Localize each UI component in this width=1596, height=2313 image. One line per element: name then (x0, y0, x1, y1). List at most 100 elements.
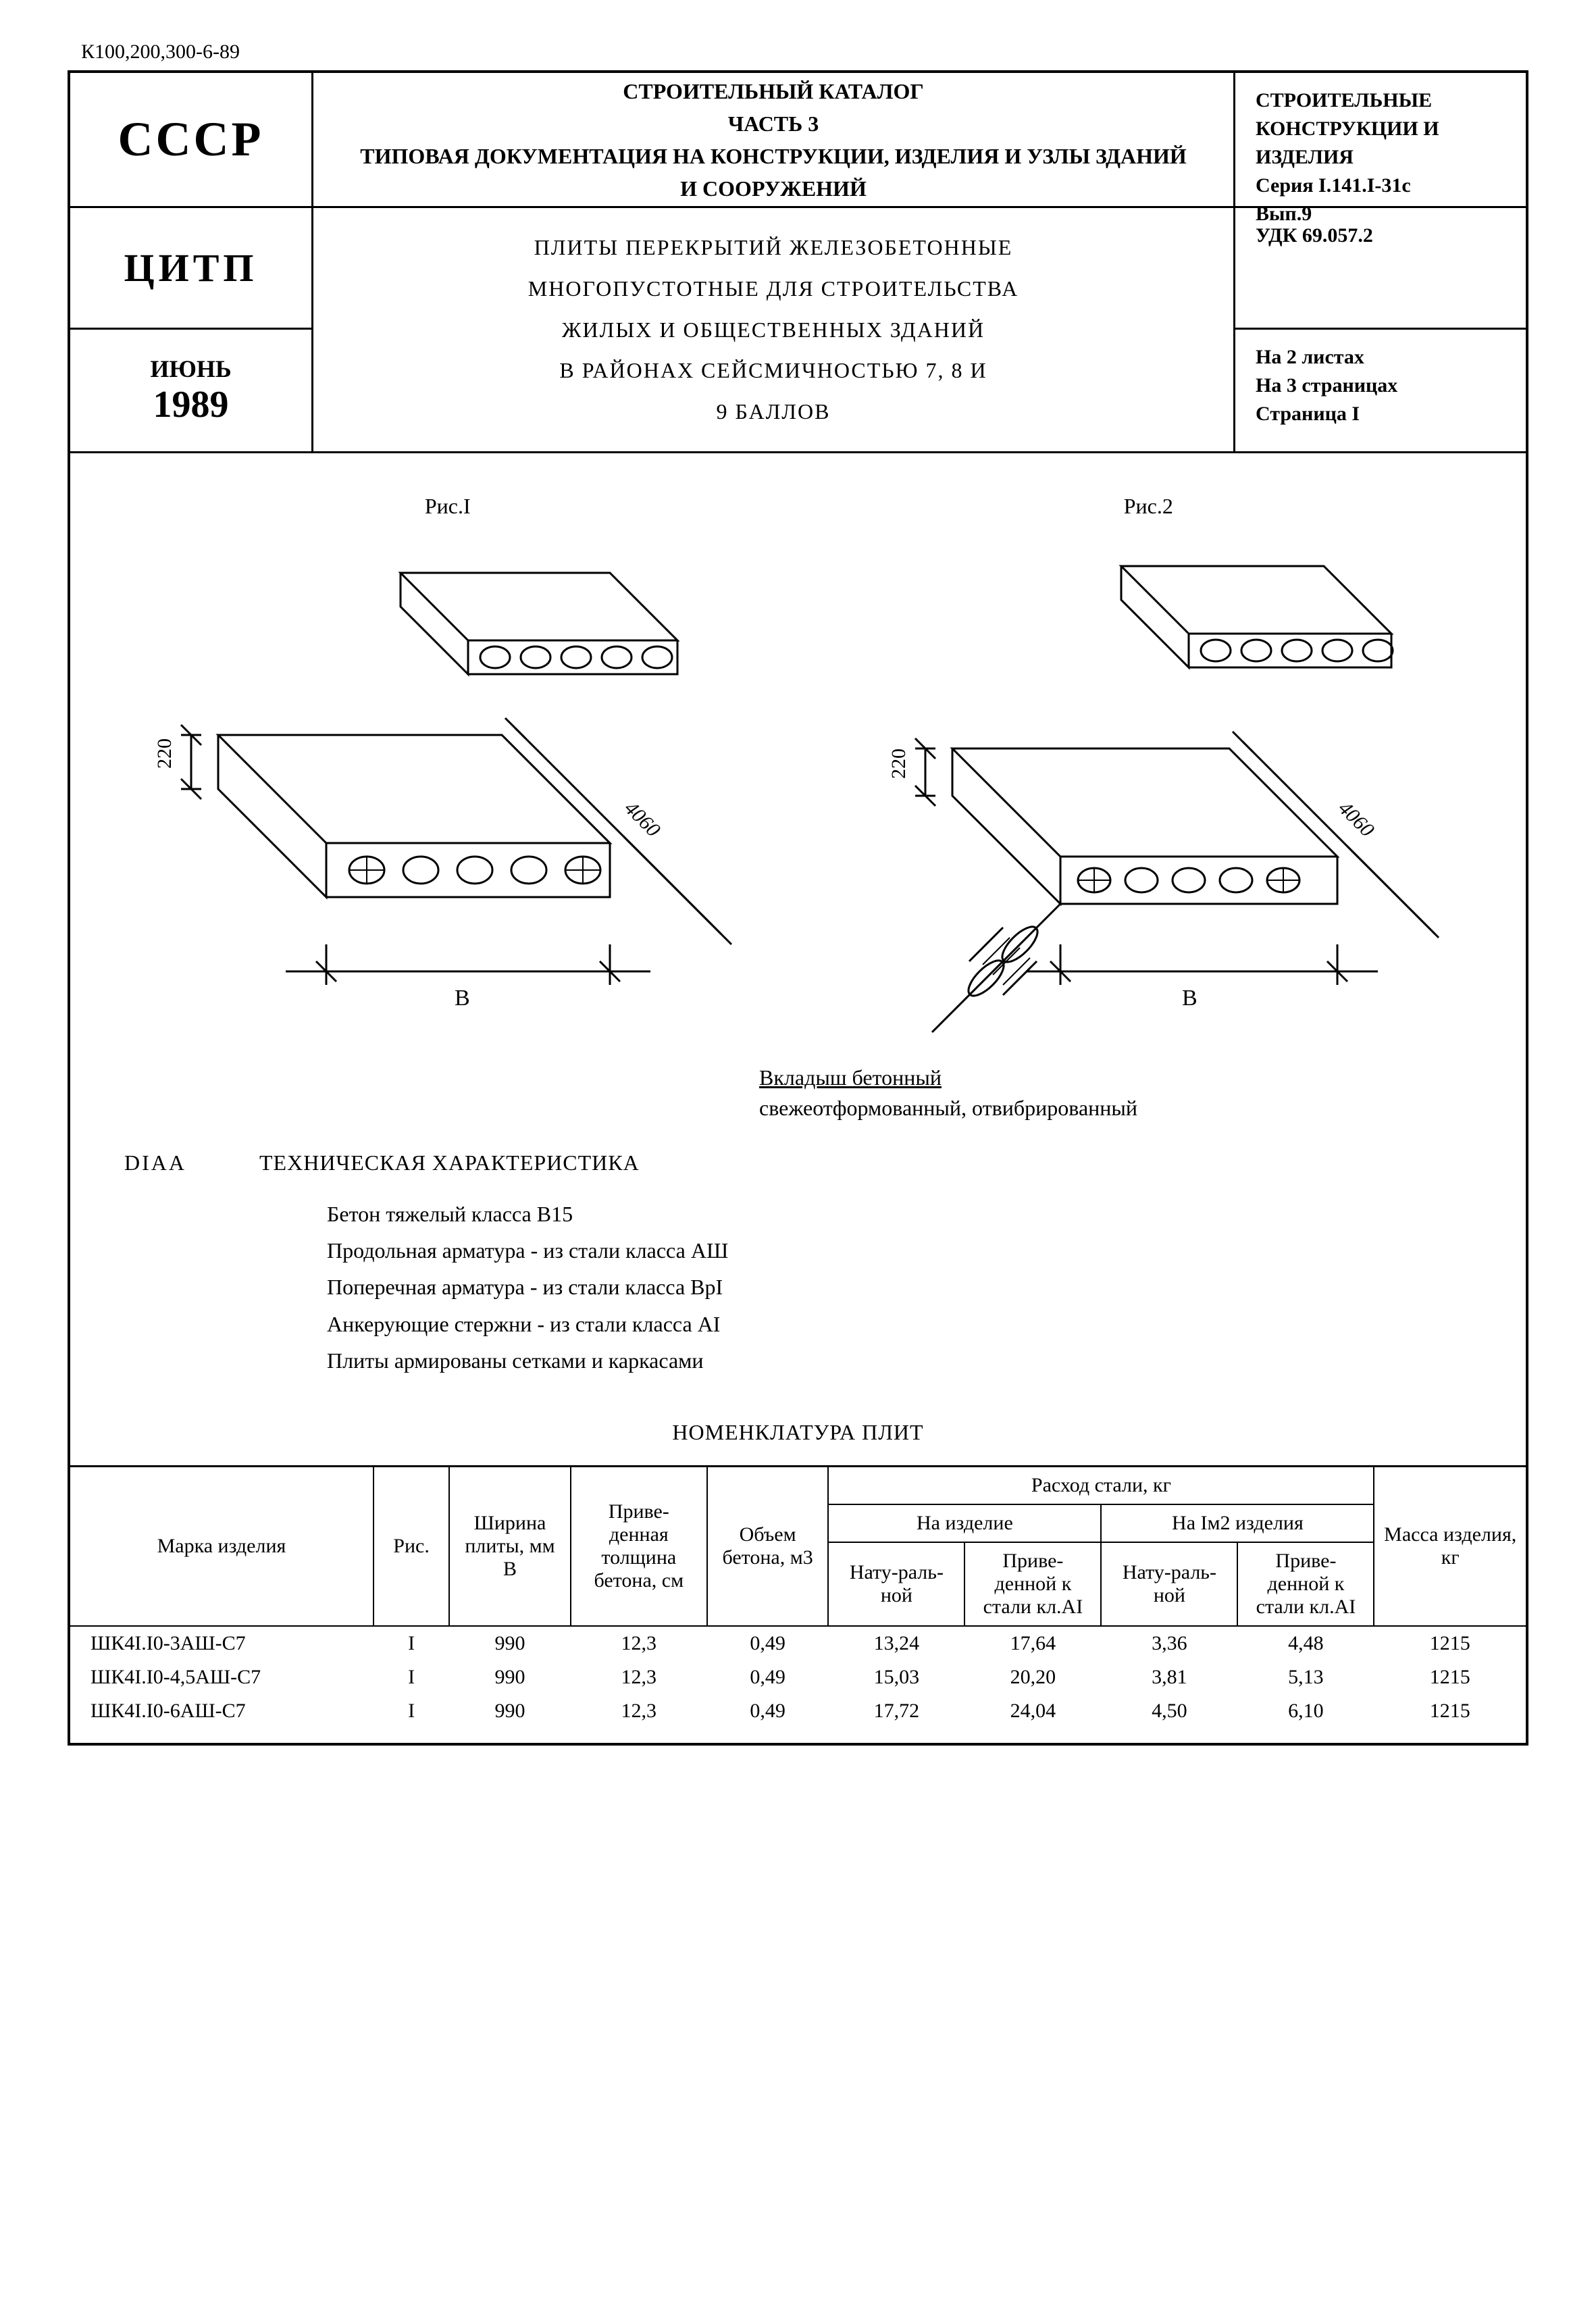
subject-line: МНОГОПУСТОТНЫЕ ДЛЯ СТРОИТЕЛЬСТВА (528, 276, 1019, 301)
pages-line: Страница I (1256, 403, 1360, 425)
header-left-column: СССР ЦИТП ИЮНЬ 1989 (70, 73, 313, 451)
figure-2: Рис.2 (851, 494, 1445, 1056)
col-reduced: Приве-денной к стали кл.АI (1237, 1542, 1374, 1626)
pages-line: На 2 листах (1256, 346, 1364, 368)
tech-code: DIAA (124, 1150, 259, 1175)
catalog-line: ТИПОВАЯ ДОКУМЕНТАЦИЯ НА КОНСТРУКЦИИ, ИЗД… (360, 144, 1187, 201)
tech-line: Продольная арматура - из стали класса АШ (327, 1232, 1499, 1269)
tech-list: Бетон тяжелый класса В15 Продольная арма… (327, 1196, 1499, 1379)
issue-year: 1989 (153, 383, 229, 426)
cell-r2: 5,13 (1237, 1660, 1374, 1694)
col-width-label: Ширина плиты, мм (465, 1512, 555, 1557)
dim-length-text: 4060 (620, 797, 665, 842)
col-thickness: Приве-денная толщина бетона, см (571, 1466, 707, 1626)
body-block: Рис.I (70, 451, 1526, 1743)
tech-title: ТЕХНИЧЕСКАЯ ХАРАКТЕРИСТИКА (259, 1150, 640, 1175)
cell-fig: I (374, 1660, 449, 1694)
cell-thk: 12,3 (571, 1626, 707, 1660)
cell-mass: 1215 (1374, 1660, 1526, 1694)
cell-n1: 15,03 (828, 1660, 964, 1694)
dim-width-text: В (1182, 986, 1198, 1011)
figures-row: Рис.I (97, 494, 1499, 1056)
cell-n1: 13,24 (828, 1626, 964, 1660)
insert-note: Вкладыш бетонный свежеотформованный, отв… (759, 1063, 1499, 1123)
cell-fig: I (374, 1694, 449, 1743)
col-fig: Рис. (374, 1466, 449, 1626)
subject-line: ЖИЛЫХ И ОБЩЕСТВЕННЫХ ЗДАНИЙ (562, 317, 985, 342)
tech-line: Поперечная арматура - из стали класса Вр… (327, 1269, 1499, 1305)
cell-n2: 3,81 (1101, 1660, 1237, 1694)
col-width-symbol: В (503, 1558, 517, 1580)
cell-width: 990 (449, 1626, 571, 1660)
catalog-line: ЧАСТЬ 3 (728, 111, 819, 136)
tech-header-row: DIAA ТЕХНИЧЕСКАЯ ХАРАКТЕРИСТИКА (124, 1150, 1499, 1175)
header-mid-column: СТРОИТЕЛЬНЫЙ КАТАЛОГ ЧАСТЬ 3 ТИПОВАЯ ДОК… (313, 73, 1235, 451)
udk-cell: УДК 69.057.2 (1235, 208, 1526, 330)
cell-n1: 17,72 (828, 1694, 964, 1743)
col-per-item: На изделие (828, 1504, 1101, 1542)
series-line: ИЗДЕЛИЯ (1256, 146, 1354, 168)
issue-date: ИЮНЬ 1989 (70, 330, 311, 451)
series-line: СТРОИТЕЛЬНЫЕ (1256, 89, 1432, 111)
table-head: Марка изделия Рис. Ширина плиты, мм В Пр… (70, 1466, 1526, 1626)
table-body: ШК4I.I0-3АШ-С7 I 990 12,3 0,49 13,24 17,… (70, 1626, 1526, 1743)
col-mass: Масса изделия, кг (1374, 1466, 1526, 1626)
cell-mark: ШК4I.I0-4,5АШ-С7 (70, 1660, 374, 1694)
dim-length-text: 4060 (1334, 797, 1379, 842)
catalog-line: СТРОИТЕЛЬНЫЙ КАТАЛОГ (623, 79, 924, 103)
cell-n2: 3,36 (1101, 1626, 1237, 1660)
cell-r2: 4,48 (1237, 1626, 1374, 1660)
table-row: ШК4I.I0-6АШ-С7 I 990 12,3 0,49 17,72 24,… (70, 1694, 1526, 1743)
dim-height-text: 220 (153, 738, 176, 769)
cell-r1: 17,64 (964, 1626, 1101, 1660)
dim-height-text: 220 (887, 748, 910, 779)
pages-line: На 3 страницах (1256, 374, 1397, 397)
cell-vol: 0,49 (707, 1660, 829, 1694)
table-row: ШК4I.I0-4,5АШ-С7 I 990 12,3 0,49 15,03 2… (70, 1660, 1526, 1694)
col-per-m2: На Iм2 изделия (1101, 1504, 1374, 1542)
cell-width: 990 (449, 1694, 571, 1743)
cell-vol: 0,49 (707, 1626, 829, 1660)
org-label: ЦИТП (70, 208, 311, 330)
figure-1: Рис.I (151, 494, 745, 1056)
document-frame: СССР ЦИТП ИЮНЬ 1989 СТРОИТЕЛЬНЫЙ КАТАЛОГ… (68, 70, 1528, 1746)
slab-diagram-icon: 220 4060 В (151, 526, 745, 1052)
col-mark: Марка изделия (70, 1466, 374, 1626)
insert-label: Вкладыш бетонный (759, 1065, 942, 1090)
cell-mark: ШК4I.I0-6АШ-С7 (70, 1694, 374, 1743)
nomenclature-title: НОМЕНКЛАТУРА ПЛИТ (97, 1420, 1499, 1445)
cell-fig: I (374, 1626, 449, 1660)
cell-mass: 1215 (1374, 1694, 1526, 1743)
document-code: К100,200,300-6-89 (81, 41, 1528, 63)
cell-width: 990 (449, 1660, 571, 1694)
table-row: ШК4I.I0-3АШ-С7 I 990 12,3 0,49 13,24 17,… (70, 1626, 1526, 1660)
tech-line: Плиты армированы сетками и каркасами (327, 1342, 1499, 1379)
figure-label: Рис.2 (851, 494, 1445, 519)
cell-r1: 20,20 (964, 1660, 1101, 1694)
ussr-label: СССР (70, 73, 311, 208)
subject-line: ПЛИТЫ ПЕРЕКРЫТИЙ ЖЕЛЕЗОБЕТОННЫЕ (534, 235, 1013, 259)
header-block: СССР ЦИТП ИЮНЬ 1989 СТРОИТЕЛЬНЫЙ КАТАЛОГ… (70, 73, 1526, 451)
cell-mass: 1215 (1374, 1626, 1526, 1660)
col-volume: Объем бетона, м3 (707, 1466, 829, 1626)
slab-diagram-icon: 220 4060 В (851, 526, 1445, 1052)
tech-line: Анкерующие стержни - из стали класса АI (327, 1306, 1499, 1342)
col-steel-group: Расход стали, кг (828, 1466, 1374, 1504)
figure-label: Рис.I (151, 494, 745, 519)
series-line: Серия I.141.I-31с (1256, 174, 1411, 197)
tech-line: Бетон тяжелый класса В15 (327, 1196, 1499, 1232)
subject-title: ПЛИТЫ ПЕРЕКРЫТИЙ ЖЕЛЕЗОБЕТОННЫЕ МНОГОПУС… (313, 208, 1233, 451)
col-natural: Нату-раль-ной (828, 1542, 964, 1626)
issue-month: ИЮНЬ (150, 355, 231, 383)
insert-sub: свежеотформованный, отвибрированный (759, 1096, 1137, 1120)
header-right-column: СТРОИТЕЛЬНЫЕ КОНСТРУКЦИИ И ИЗДЕЛИЯ Серия… (1235, 73, 1526, 451)
col-reduced: Приве-денной к стали кл.АI (964, 1542, 1101, 1626)
subject-line: 9 БАЛЛОВ (717, 399, 831, 424)
cell-mark: ШК4I.I0-3АШ-С7 (70, 1626, 374, 1660)
subject-line: В РАЙОНАХ СЕЙСМИЧНОСТЬЮ 7, 8 И (559, 358, 987, 382)
pages-cell: На 2 листах На 3 страницах Страница I (1235, 330, 1526, 451)
cell-thk: 12,3 (571, 1660, 707, 1694)
series-line: КОНСТРУКЦИИ И (1256, 118, 1439, 140)
col-width: Ширина плиты, мм В (449, 1466, 571, 1626)
col-natural: Нату-раль-ной (1101, 1542, 1237, 1626)
